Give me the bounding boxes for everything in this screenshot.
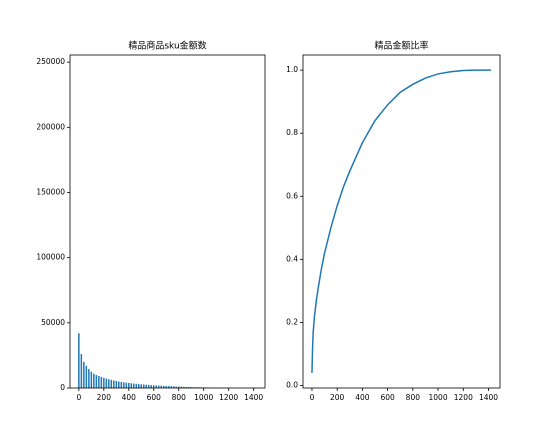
bar	[143, 385, 144, 388]
bar	[128, 383, 129, 388]
bar	[78, 333, 79, 388]
bar	[141, 384, 142, 388]
y-tick-label: 0.0	[286, 380, 298, 389]
x-tick-label: 200	[97, 393, 112, 402]
bar	[93, 374, 94, 388]
x-tick-label: 1200	[219, 393, 238, 402]
bar	[138, 384, 139, 388]
x-tick-label: 1000	[429, 393, 448, 402]
bar	[86, 366, 87, 388]
bar	[131, 383, 132, 388]
bar	[123, 382, 124, 388]
x-tick-label: 400	[355, 393, 370, 402]
y-tick-label: 200000	[36, 122, 65, 131]
chart-title: 精品商品sku金额数	[128, 40, 206, 52]
bar	[101, 377, 102, 388]
bar	[103, 378, 104, 388]
bar	[106, 379, 107, 388]
x-tick-label: 1000	[194, 393, 213, 402]
x-tick-label: 600	[147, 393, 162, 402]
bar	[91, 372, 92, 388]
bar	[136, 384, 137, 388]
y-tick-label: 100000	[36, 253, 65, 262]
bar	[116, 381, 117, 388]
x-tick-label: 1400	[244, 393, 263, 402]
y-tick-label: 1.0	[286, 65, 298, 74]
x-tick-label: 600	[380, 393, 395, 402]
bar	[146, 385, 147, 388]
bar	[121, 382, 122, 388]
bar	[153, 385, 154, 388]
bar	[83, 362, 84, 388]
bar	[126, 383, 127, 388]
y-tick-label: 0.6	[286, 191, 298, 200]
x-tick-label: 1200	[454, 393, 473, 402]
x-tick-label: 1400	[479, 393, 498, 402]
x-tick-label: 400	[122, 393, 137, 402]
chart-title: 精品金额比率	[374, 40, 428, 52]
bar	[133, 384, 134, 388]
bar	[113, 380, 114, 388]
bar	[151, 385, 152, 388]
y-tick-label: 0	[60, 383, 65, 392]
x-tick-label: 800	[172, 393, 187, 402]
y-tick-label: 250000	[36, 57, 65, 66]
y-tick-label: 0.8	[286, 128, 298, 137]
bar	[111, 380, 112, 388]
bar	[81, 354, 82, 388]
bar	[148, 385, 149, 388]
bar	[118, 381, 119, 388]
x-tick-label: 200	[330, 393, 345, 402]
bar	[98, 376, 99, 388]
bar	[88, 369, 89, 388]
y-tick-label: 0.4	[286, 254, 298, 263]
bar	[108, 379, 109, 388]
x-tick-label: 0	[76, 393, 81, 402]
x-tick-label: 800	[406, 393, 421, 402]
y-tick-label: 150000	[36, 188, 65, 197]
bar	[96, 375, 97, 388]
y-tick-label: 50000	[41, 318, 65, 327]
y-tick-label: 0.2	[286, 317, 298, 326]
x-tick-label: 0	[310, 393, 315, 402]
